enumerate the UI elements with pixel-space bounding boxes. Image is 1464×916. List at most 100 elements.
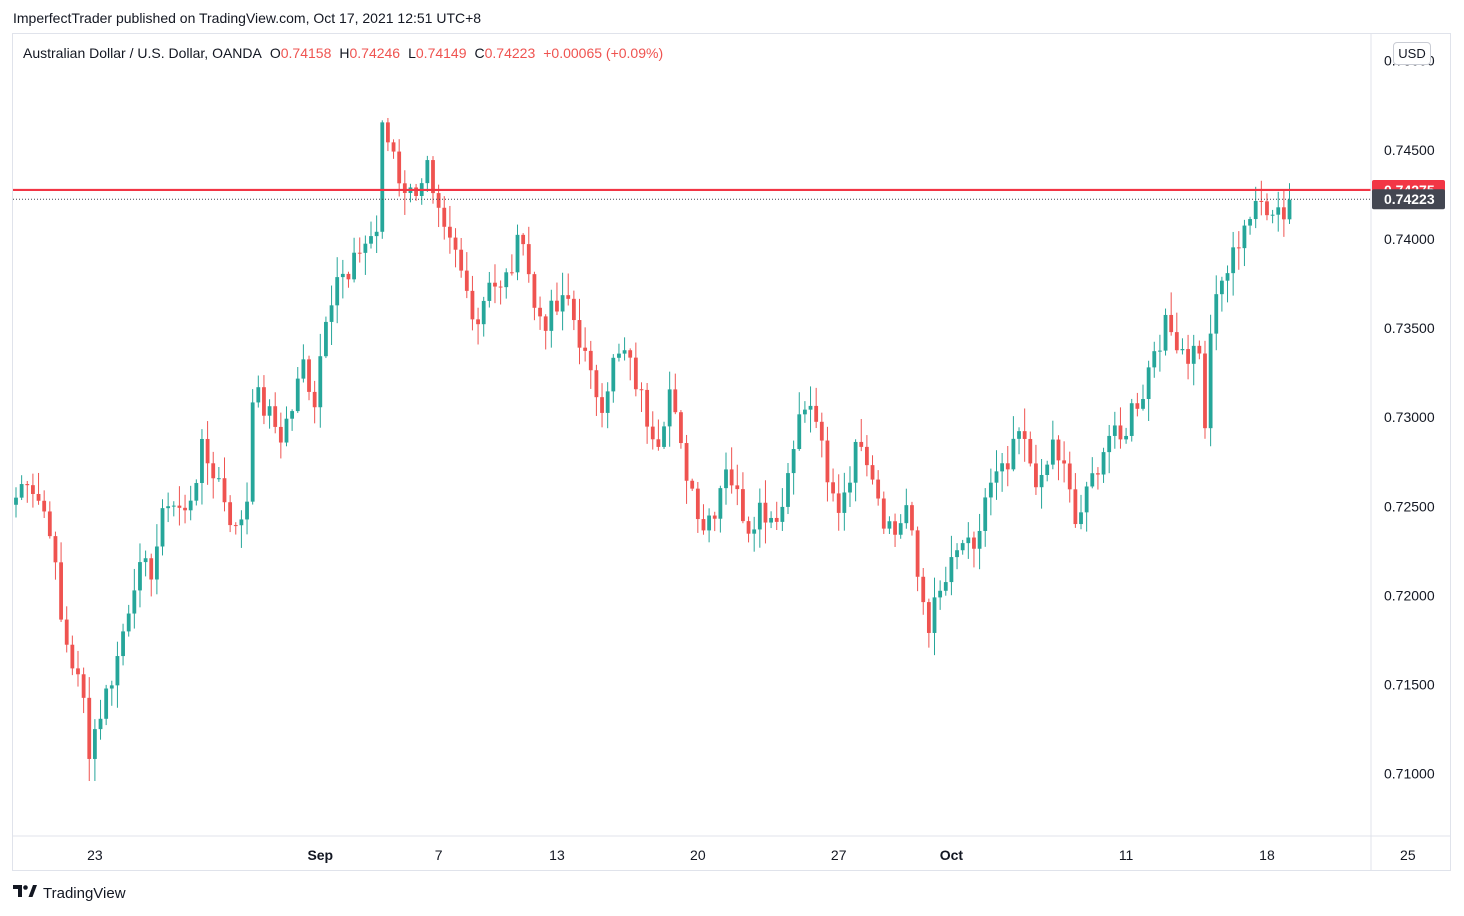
candle (684, 434, 689, 504)
candle-body (391, 142, 396, 152)
candle-body (684, 443, 689, 481)
candle (943, 566, 948, 596)
candle-body (1270, 214, 1275, 216)
candle (1141, 384, 1145, 411)
candle (701, 504, 706, 535)
candle-body (1242, 225, 1247, 249)
candle (949, 535, 954, 596)
candle-body (149, 558, 154, 580)
candle-body (307, 359, 311, 392)
candle-body (301, 359, 306, 379)
candle (1163, 308, 1168, 356)
time-tick-label: 25 (1400, 847, 1416, 863)
candle-body (1203, 353, 1207, 429)
candle-body (1067, 463, 1072, 490)
candle (538, 296, 542, 330)
candle-body (893, 521, 897, 535)
candle-body (549, 300, 554, 331)
candle-body (104, 688, 109, 719)
candle-body (267, 406, 272, 416)
candle (876, 470, 881, 506)
candle-body (701, 519, 706, 531)
candle (380, 120, 385, 239)
candle-body (825, 440, 830, 483)
candle-body (228, 502, 233, 526)
candle-body (476, 319, 480, 325)
candle-body (1158, 350, 1162, 352)
candle (617, 343, 621, 362)
candle (797, 392, 802, 451)
last-price-label: 0.74223 (1384, 191, 1435, 207)
candle (211, 451, 216, 499)
candle-body (972, 537, 976, 549)
candle-body (340, 273, 345, 278)
candle (363, 235, 368, 275)
candle (515, 224, 520, 281)
candle-body (402, 183, 407, 193)
candle (205, 421, 210, 485)
candle (633, 342, 638, 397)
candle (104, 684, 109, 726)
candle (1050, 420, 1055, 470)
candle (808, 386, 813, 433)
price-axis: 0.750000.745000.740000.735000.730000.725… (1370, 34, 1445, 871)
candle-body (481, 300, 486, 325)
candle (994, 450, 999, 500)
candle (741, 472, 745, 524)
candle (1152, 341, 1157, 378)
candle-body (233, 525, 238, 527)
candle-body (667, 389, 672, 427)
candle (447, 205, 452, 254)
price-tick-label: 0.74500 (1384, 142, 1435, 158)
candle (126, 604, 131, 637)
candle-body (791, 449, 796, 474)
candle (1248, 216, 1252, 235)
candle-body (1000, 463, 1005, 472)
candle (318, 333, 323, 428)
candle-body (729, 469, 734, 486)
candle-body (1022, 431, 1027, 439)
candle-body (329, 305, 334, 322)
candle (149, 553, 154, 597)
candle-body (1197, 345, 1202, 354)
candle-body (397, 151, 402, 184)
footer-brand[interactable]: TradingView (13, 884, 126, 902)
candle (1067, 451, 1072, 503)
candle-body (324, 321, 328, 357)
candle-body (19, 484, 24, 498)
candle (42, 490, 47, 519)
candle-body (188, 500, 193, 511)
candle (487, 271, 492, 308)
candle-body (76, 668, 80, 675)
candle-body (583, 347, 588, 351)
candle (476, 307, 480, 345)
candle (955, 543, 959, 570)
candle-body (769, 517, 773, 523)
candle-body (278, 426, 283, 443)
candle-body (357, 252, 362, 254)
candle (938, 580, 943, 610)
candle (194, 479, 199, 506)
candle-body (171, 505, 176, 507)
candle-body (887, 521, 892, 529)
candle (374, 215, 379, 254)
candle (966, 522, 971, 559)
candle (143, 550, 148, 577)
candle-body (695, 488, 700, 520)
candle-body (921, 576, 926, 603)
candle (1236, 231, 1241, 270)
candle-body (1281, 207, 1286, 220)
candle-body (836, 493, 841, 513)
candle-body (1056, 439, 1061, 461)
candle-body (1096, 473, 1100, 475)
candle-body (831, 482, 835, 494)
candle-body (1084, 486, 1089, 513)
candle (386, 117, 390, 152)
candle (369, 221, 373, 249)
currency-button[interactable]: USD (1393, 42, 1431, 65)
candle (611, 354, 616, 403)
candle (509, 254, 514, 276)
time-tick-label: Oct (940, 847, 964, 863)
candle (245, 482, 249, 535)
